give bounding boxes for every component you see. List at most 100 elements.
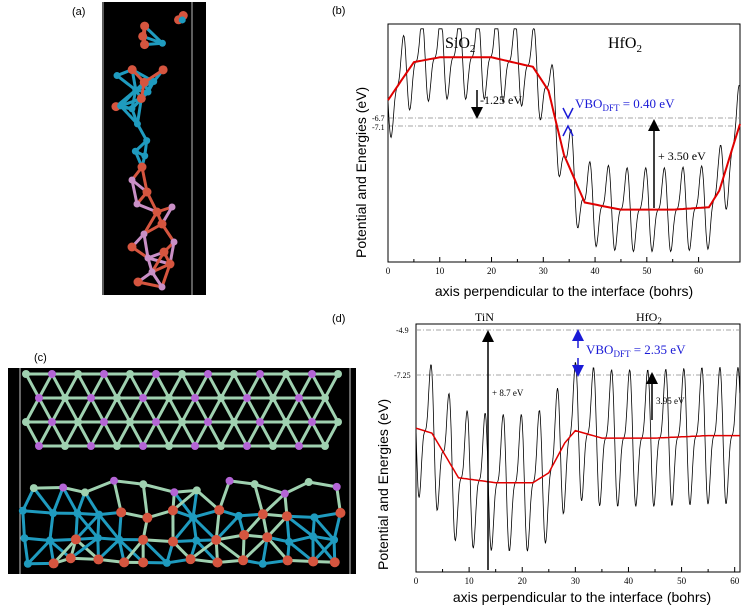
titanium-atom — [334, 418, 342, 426]
titanium-atom — [334, 370, 342, 378]
panel-d-label: (d) — [332, 313, 345, 325]
silicon-atom — [148, 268, 156, 276]
hafnium-atom — [189, 513, 198, 522]
hafnium-atom — [45, 536, 54, 545]
nitrogen-atom — [35, 442, 43, 450]
titanium-atom — [74, 418, 82, 426]
titanium-atom — [178, 418, 186, 426]
bond — [284, 421, 301, 447]
b-arrow2-label: + 3.50 eV — [658, 149, 706, 163]
b-level-b-label: -7.1 — [372, 123, 385, 132]
nitrogen-atom — [204, 370, 212, 378]
bond — [261, 492, 286, 516]
hafnium-atom — [73, 509, 82, 518]
bond — [323, 373, 340, 399]
titanium-atom — [282, 370, 290, 378]
bond — [310, 421, 327, 447]
bond — [128, 373, 145, 399]
titanium-atom — [22, 370, 30, 378]
bond — [215, 538, 245, 562]
nitrogen-atom — [225, 476, 234, 485]
bond — [258, 397, 275, 423]
titanium-atom — [321, 394, 329, 402]
d-arrow2-label: 3.95 eV — [656, 396, 685, 406]
x-tick-label: 10 — [465, 576, 475, 586]
bond — [171, 489, 198, 512]
d-vbo-label: VBODFT = 2.35 eV — [586, 342, 686, 359]
structure-panel-a — [102, 2, 206, 295]
bond — [61, 486, 79, 515]
bond — [310, 397, 327, 423]
hafnium-atom — [285, 537, 294, 546]
bond — [297, 397, 314, 423]
bond — [217, 480, 231, 511]
bond — [33, 485, 64, 490]
bond — [167, 373, 184, 399]
b-ylabel: Potential and Energies (eV) — [353, 87, 369, 258]
hafnium-atom — [141, 152, 149, 160]
titanium-atom — [165, 394, 173, 402]
bond — [219, 421, 236, 447]
d-xlabel: axis perpendicular to the interface (boh… — [453, 589, 711, 605]
b-level-a-label: -6.7 — [372, 114, 385, 123]
x-tick-label: 30 — [571, 576, 581, 586]
bond — [271, 421, 288, 447]
oxygen-atom — [212, 557, 223, 568]
bond — [245, 373, 262, 399]
titanium-atom — [230, 418, 238, 426]
bond — [142, 538, 168, 565]
bond — [192, 516, 218, 541]
bond — [112, 480, 123, 513]
oxygen-atom — [211, 534, 222, 545]
bond — [284, 397, 301, 423]
bond — [115, 421, 132, 447]
bond — [115, 397, 132, 423]
oxygen-atom — [48, 558, 59, 569]
oxygen-atom — [152, 207, 162, 217]
oxygen-atom — [142, 512, 153, 523]
bond — [76, 397, 93, 423]
bond — [232, 421, 249, 447]
b-vbo-bracket — [562, 107, 574, 137]
bond — [51, 486, 65, 514]
silicon-atom — [144, 254, 152, 262]
hafnium-atom — [150, 78, 158, 86]
hafnium-atom — [49, 509, 58, 518]
x-tick-label: 0 — [414, 576, 419, 586]
bond — [32, 487, 55, 515]
titanium-atom — [113, 394, 121, 402]
oxygen-atom — [138, 31, 148, 41]
d-ylabel: Potential and Energies (eV) — [375, 399, 391, 570]
hafnium-atom — [18, 506, 27, 515]
bond — [52, 538, 77, 565]
bond — [21, 510, 26, 539]
bond — [206, 397, 223, 423]
nitrogen-atom — [204, 418, 212, 426]
bond — [171, 516, 195, 543]
bond — [89, 421, 106, 447]
oxygen-atom — [136, 93, 146, 103]
bond — [37, 397, 54, 423]
x-tick-label: 20 — [518, 576, 528, 586]
hafnium-atom — [310, 513, 319, 522]
bond — [167, 421, 184, 447]
bond — [130, 179, 139, 205]
nitrogen-atom — [48, 370, 56, 378]
x-tick-label: 60 — [730, 576, 740, 586]
hafnium-atom — [308, 532, 317, 541]
nitrogen-atom — [35, 394, 43, 402]
bond — [195, 539, 219, 564]
titanium-atom — [269, 394, 277, 402]
nitrogen-atom — [243, 394, 251, 402]
bond — [50, 373, 67, 399]
bond — [271, 397, 288, 423]
titanium-atom — [269, 442, 277, 450]
bond — [113, 479, 144, 486]
titanium-atom — [230, 370, 238, 378]
bond — [37, 373, 54, 399]
b-xlabel: axis perpendicular to the interface (boh… — [435, 283, 693, 299]
silicon-atom — [128, 176, 136, 184]
bond — [74, 538, 100, 561]
bond — [24, 536, 50, 543]
hafnium-atom — [158, 39, 166, 47]
